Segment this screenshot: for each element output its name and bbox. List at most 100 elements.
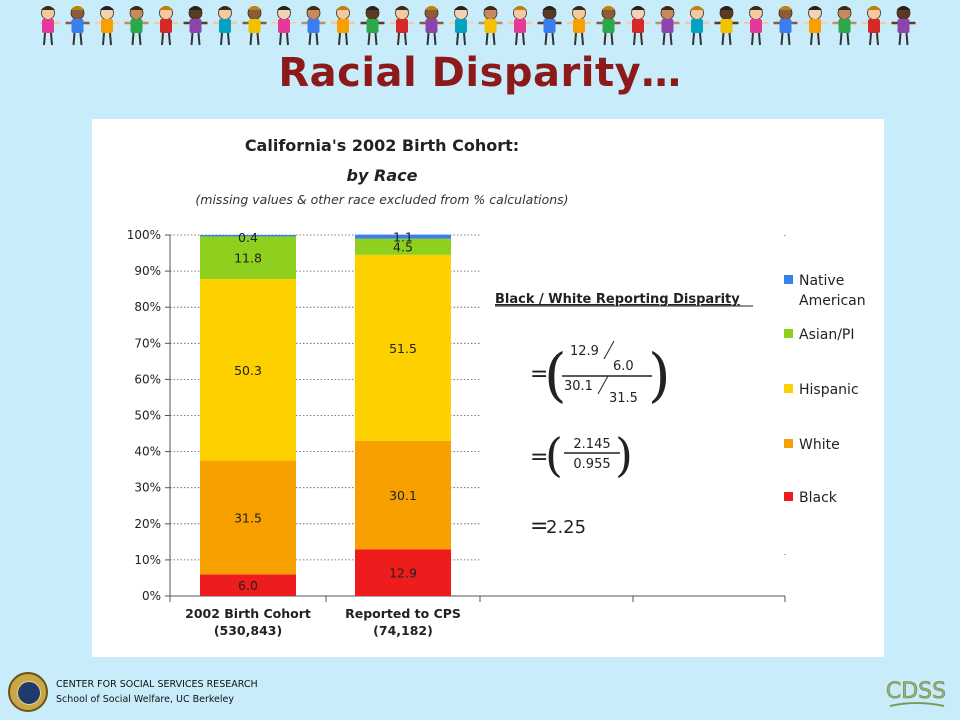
x-category-label: 2002 Birth Cohort xyxy=(185,606,311,621)
gridlines xyxy=(170,234,480,561)
eq1-num-a: 12.9 xyxy=(570,344,599,359)
data-label-hispanic: 51.5 xyxy=(389,341,417,356)
footer-org-line: CENTER FOR SOCIAL SERVICES RESEARCH xyxy=(56,679,258,690)
disparity-formula: Black / White Reporting Disparity = ( 12… xyxy=(495,292,753,539)
child-figure-icon xyxy=(714,6,739,46)
legend-swatch-white xyxy=(784,439,793,448)
y-tick-label: 100% xyxy=(127,228,161,242)
child-figure-icon xyxy=(655,6,680,46)
y-tick-label: 0% xyxy=(142,589,161,603)
x-category-label: Reported to CPS xyxy=(345,606,461,621)
result-equals: = xyxy=(530,514,548,539)
legend-label-hispanic: Hispanic xyxy=(799,382,859,398)
child-figure-icon xyxy=(213,6,237,46)
y-tick-label: 70% xyxy=(134,336,161,350)
y-tick-label: 80% xyxy=(134,300,161,314)
data-label-asian-pi: 11.8 xyxy=(234,251,262,266)
child-figure-icon xyxy=(124,6,149,46)
bar-segment-native-american xyxy=(200,235,296,237)
eq1-den-a: 30.1 xyxy=(564,379,593,394)
child-figure-icon xyxy=(272,6,296,46)
uc-seal-logo xyxy=(8,672,48,712)
axes: 0% 10% 20% 30% 40% 50% 60% 70% 80% 90% 100% 2002 Bi… xyxy=(127,228,786,638)
chart-panel: California's 2002 Birth Cohort: by Race … xyxy=(92,119,884,657)
child-figure-icon xyxy=(567,6,591,46)
bars xyxy=(200,234,451,596)
child-figure-icon xyxy=(508,6,532,46)
bar-segment-black xyxy=(200,574,296,596)
children-banner-decoration xyxy=(40,6,916,46)
child-figure-icon xyxy=(154,6,178,46)
child-figure-icon xyxy=(803,6,827,46)
child-figure-icon xyxy=(744,6,768,46)
eq2-paren-left: ( xyxy=(545,428,563,482)
data-label-white: 30.1 xyxy=(389,488,417,503)
y-tick-label: 10% xyxy=(134,553,161,567)
eq1-equals: = xyxy=(530,362,548,387)
data-label-hispanic: 50.3 xyxy=(234,363,262,378)
child-figure-icon xyxy=(360,6,385,46)
footer-school-line: School of Social Welfare, UC Berkeley xyxy=(56,694,234,705)
chart-subtitle: by Race xyxy=(347,166,418,185)
eq1-paren-left: ( xyxy=(544,341,567,409)
x-category-label: (530,843) xyxy=(214,623,282,638)
child-figure-icon xyxy=(183,6,208,46)
y-tick-label: 30% xyxy=(134,481,161,495)
child-figure-icon xyxy=(626,6,650,46)
data-label-black: 12.9 xyxy=(389,566,417,581)
legend-label-native-american: Native American xyxy=(799,273,866,309)
bar-segment-black xyxy=(355,549,451,596)
child-figure-icon xyxy=(478,6,503,46)
eq2-paren-right: ) xyxy=(615,428,633,482)
data-label-native-american: 1.1 xyxy=(393,230,413,245)
legend-label-black: Black xyxy=(799,490,838,506)
child-figure-icon xyxy=(95,6,119,46)
legend-label-white: White xyxy=(799,437,840,453)
svg-text:CDSS: CDSS xyxy=(886,679,946,704)
legend: Native American Asian/PI Hispanic White Black xyxy=(784,273,866,506)
bar-segment-native-american xyxy=(355,234,451,239)
cdss-logo: CDSS xyxy=(886,679,946,707)
legend-swatch-asian-pi xyxy=(784,329,793,338)
stacked-bar-chart: California's 2002 Birth Cohort: by Race … xyxy=(127,136,866,638)
chart-note: (missing values & other race excluded fr… xyxy=(195,192,568,207)
child-figure-icon xyxy=(40,6,60,46)
legend-swatch-hispanic xyxy=(784,384,793,393)
y-tick-label: 50% xyxy=(134,409,161,423)
eq2-equals: = xyxy=(530,445,548,470)
bar-segment-white xyxy=(355,440,451,550)
data-label-black: 6.0 xyxy=(238,578,258,593)
child-figure-icon xyxy=(331,6,355,46)
eq2-den: 0.955 xyxy=(573,457,610,472)
child-figure-icon xyxy=(832,6,857,46)
bar-segment-hispanic xyxy=(355,254,451,441)
bar-segment-asian-pi xyxy=(355,238,451,255)
child-figure-icon xyxy=(390,6,414,46)
bar-segment-asian-pi xyxy=(200,236,296,280)
child-figure-icon xyxy=(773,6,798,46)
bar-segment-white xyxy=(200,460,296,575)
child-figure-icon xyxy=(419,6,444,46)
eq2-num: 2.145 xyxy=(573,437,610,452)
child-figure-icon xyxy=(862,6,886,46)
child-figure-icon xyxy=(596,6,621,46)
child-figure-icon xyxy=(685,6,709,46)
data-label-native-american: 0.4 xyxy=(238,230,258,245)
child-figure-icon xyxy=(65,6,90,46)
eq1-num-b: 6.0 xyxy=(613,359,634,374)
y-tick-label: 40% xyxy=(134,445,161,459)
child-figure-icon xyxy=(891,6,916,46)
eq1-den-b: 31.5 xyxy=(609,391,638,406)
x-category-label: (74,182) xyxy=(373,623,433,638)
legend-label-asian-pi: Asian/PI xyxy=(799,327,855,343)
y-tick-label: 90% xyxy=(134,264,161,278)
eq1-paren-right: ) xyxy=(648,341,671,409)
legend-swatch-black xyxy=(784,492,793,501)
data-labels: 6.0 31.5 50.3 11.8 0.4 12.9 30.1 51.5 4.51.1 xyxy=(234,230,417,594)
child-figure-icon xyxy=(537,6,562,46)
data-label-white: 31.5 xyxy=(234,510,262,525)
disparity-heading: Black / White Reporting Disparity xyxy=(495,292,740,307)
legend-swatch-native-american xyxy=(784,275,793,284)
bar-segment-hispanic xyxy=(200,279,296,461)
child-figure-icon xyxy=(301,6,326,46)
